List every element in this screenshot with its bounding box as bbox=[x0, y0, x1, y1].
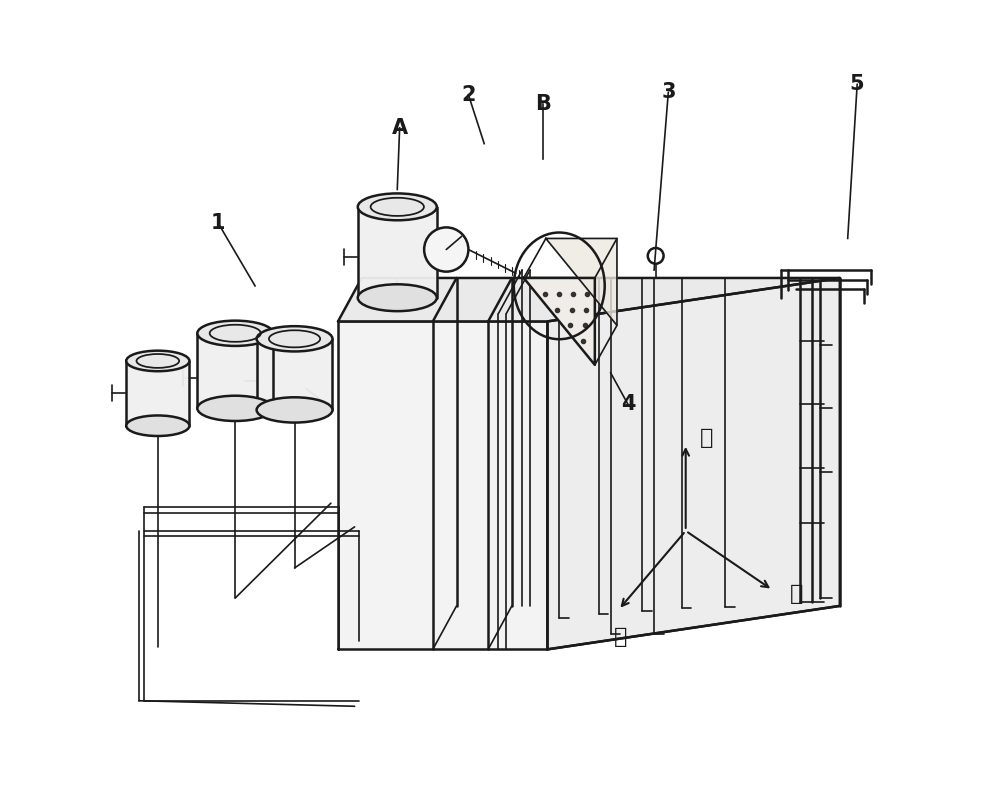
Text: 3: 3 bbox=[661, 82, 676, 102]
Polygon shape bbox=[524, 278, 595, 365]
Polygon shape bbox=[358, 207, 437, 297]
Ellipse shape bbox=[358, 284, 437, 311]
Ellipse shape bbox=[257, 326, 332, 351]
Ellipse shape bbox=[358, 193, 437, 220]
Text: 2: 2 bbox=[461, 85, 476, 105]
Polygon shape bbox=[257, 339, 332, 410]
Ellipse shape bbox=[126, 351, 189, 371]
Ellipse shape bbox=[197, 320, 273, 346]
Text: B: B bbox=[536, 94, 551, 114]
Polygon shape bbox=[546, 239, 617, 325]
Text: A: A bbox=[392, 118, 408, 138]
Text: 上: 上 bbox=[700, 427, 713, 447]
Polygon shape bbox=[338, 278, 840, 321]
Circle shape bbox=[424, 228, 468, 272]
Ellipse shape bbox=[126, 416, 189, 436]
Circle shape bbox=[648, 248, 664, 264]
Text: 4: 4 bbox=[621, 394, 635, 415]
Text: 前: 前 bbox=[614, 627, 628, 647]
Polygon shape bbox=[126, 361, 189, 426]
Polygon shape bbox=[338, 321, 547, 649]
Text: 左: 左 bbox=[790, 584, 803, 604]
Polygon shape bbox=[197, 333, 273, 408]
Ellipse shape bbox=[257, 397, 332, 423]
Text: 5: 5 bbox=[850, 75, 864, 94]
Text: 1: 1 bbox=[211, 213, 225, 232]
Ellipse shape bbox=[197, 396, 273, 421]
Polygon shape bbox=[547, 278, 840, 649]
